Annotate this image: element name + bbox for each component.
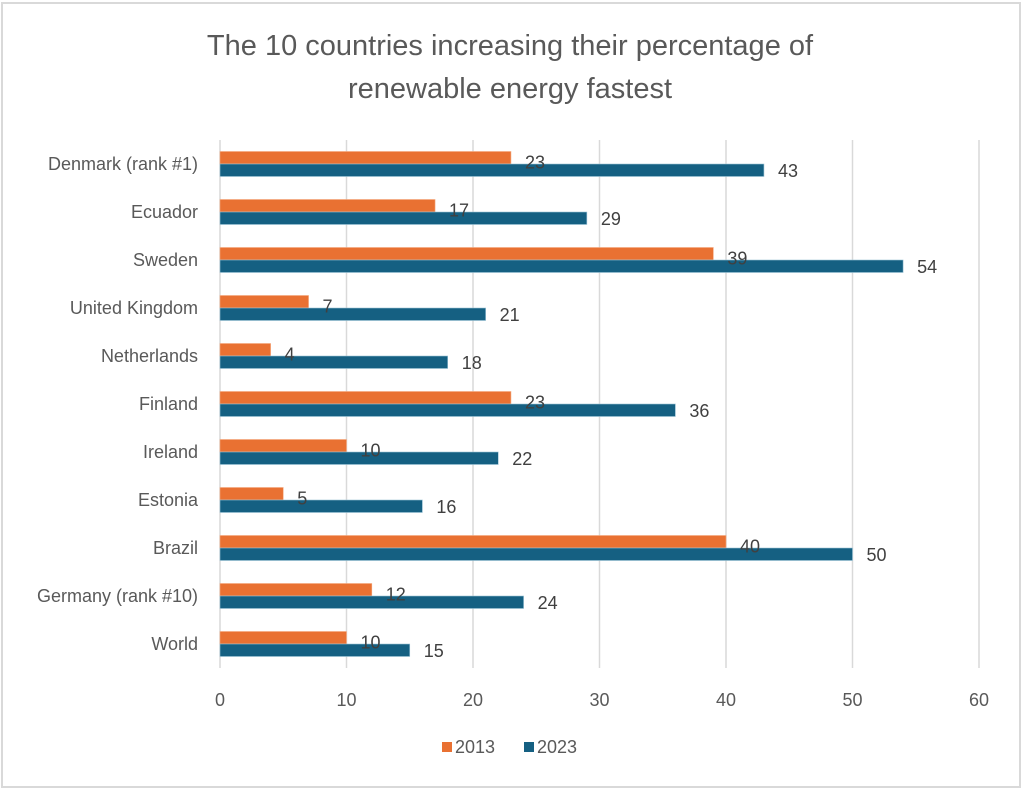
value-axis-ticks: 0 10 20 30 40 50 60 (215, 690, 989, 710)
bar-denmark-rank-1-2023 (219, 163, 765, 177)
chart-title: The 10 countries increasing their percen… (207, 30, 814, 105)
legend-label-2013: 2013 (455, 737, 495, 757)
category-label-sweden: Sweden (133, 250, 198, 270)
category-label-denmark-rank-1: Denmark (rank #1) (48, 154, 198, 174)
x-tick-label: 10 (336, 690, 356, 710)
legend-swatch-2013 (442, 742, 452, 752)
legend-label-2023: 2023 (537, 737, 577, 757)
category-axis-labels: Denmark (rank #1) Ecuador Sweden United Kin… (37, 154, 199, 654)
bar-finland-2023 (219, 403, 676, 417)
bar-brazil-2023 (219, 547, 853, 561)
data-label-finland-2023: 36 (689, 401, 709, 421)
data-label-estonia-2013: 5 (297, 489, 307, 509)
data-label-brazil-2023: 50 (867, 545, 887, 565)
data-label-world-2013: 10 (361, 633, 381, 653)
data-label-sweden-2013: 39 (727, 249, 747, 269)
data-label-ecuador-2013: 17 (449, 201, 469, 221)
data-label-ecuador-2023: 29 (601, 209, 621, 229)
category-label-ireland: Ireland (143, 442, 198, 462)
bar-world-2023 (219, 643, 411, 657)
data-label-netherlands-2023: 18 (462, 353, 482, 373)
x-tick-label: 20 (463, 690, 483, 710)
bar-brazil-2013 (219, 535, 727, 549)
bar-netherlands-2023 (219, 355, 448, 369)
data-label-brazil-2013: 40 (740, 537, 760, 557)
data-label-netherlands-2013: 4 (285, 345, 295, 365)
x-tick-label: 40 (716, 690, 736, 710)
bar-sweden-2023 (219, 259, 904, 273)
bar-germany-rank-10-2023 (219, 595, 524, 609)
bar-estonia-2023 (219, 499, 423, 513)
data-label-germany-rank-10-2013: 12 (386, 585, 406, 605)
legend-swatch-2023 (524, 742, 534, 752)
x-tick-label: 60 (969, 690, 989, 710)
data-label-denmark-rank-1-2013: 23 (525, 153, 545, 173)
category-label-estonia: Estonia (138, 490, 199, 510)
bar-netherlands-2013 (219, 343, 271, 357)
bar-united-kingdom-2023 (219, 307, 486, 321)
bar-ecuador-2023 (219, 211, 588, 225)
gridlines (219, 140, 980, 668)
category-label-finland: Finland (139, 394, 198, 414)
x-tick-label: 0 (215, 690, 225, 710)
bar-germany-rank-10-2013 (219, 583, 373, 597)
bar-united-kingdom-2013 (219, 295, 309, 309)
bar-denmark-rank-1-2013 (219, 151, 512, 165)
data-label-united-kingdom-2013: 7 (323, 297, 333, 317)
data-label-world-2023: 15 (424, 641, 444, 661)
x-tick-label: 50 (842, 690, 862, 710)
bar-ireland-2013 (219, 439, 347, 453)
bar-estonia-2013 (219, 487, 284, 501)
chart-title-line-1: The 10 countries increasing their percen… (207, 30, 814, 62)
bar-ecuador-2013 (219, 199, 436, 213)
data-label-sweden-2023: 54 (917, 257, 937, 277)
data-label-ireland-2013: 10 (361, 441, 381, 461)
data-label-united-kingdom-2023: 21 (500, 305, 520, 325)
data-label-estonia-2023: 16 (436, 497, 456, 517)
category-label-world: World (151, 634, 198, 654)
category-label-ecuador: Ecuador (131, 202, 198, 222)
data-label-germany-rank-10-2023: 24 (538, 593, 558, 613)
bar-sweden-2013 (219, 247, 714, 261)
x-tick-label: 30 (589, 690, 609, 710)
bar-world-2013 (219, 631, 347, 645)
data-label-finland-2013: 23 (525, 393, 545, 413)
data-label-ireland-2023: 22 (512, 449, 532, 469)
category-label-germany-rank-10: Germany (rank #10) (37, 586, 198, 606)
chart-title-line-2: renewable energy fastest (348, 73, 672, 105)
category-label-brazil: Brazil (153, 538, 198, 558)
bar-ireland-2023 (219, 451, 499, 465)
bars (219, 151, 904, 657)
category-label-united-kingdom: United Kingdom (70, 298, 198, 318)
legend: 2013 2023 (442, 737, 577, 757)
bar-finland-2013 (219, 391, 512, 405)
data-labels: 23 43 17 29 39 54 7 21 4 18 23 36 10 22 5 16 40 50 12 24 10 1… (285, 153, 938, 662)
data-label-denmark-rank-1-2023: 43 (778, 161, 798, 181)
category-label-netherlands: Netherlands (101, 346, 198, 366)
